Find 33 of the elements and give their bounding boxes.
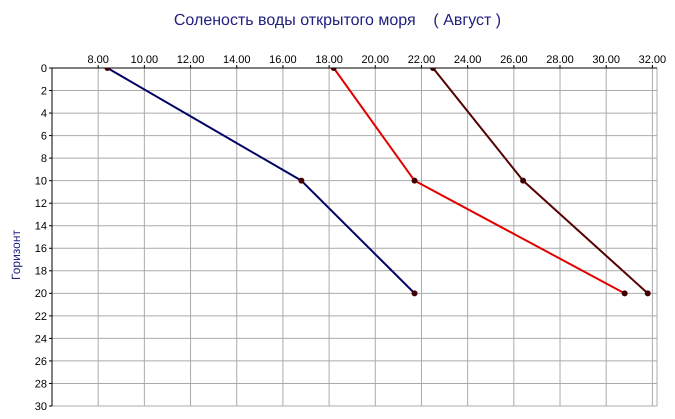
x-tick-label: 28.00 [546, 54, 574, 66]
x-tick-label: 18.00 [315, 54, 343, 66]
x-tick-label: 14.00 [222, 54, 250, 66]
x-tick-label: 10.00 [130, 54, 158, 66]
x-tick-label: 30.00 [592, 54, 620, 66]
x-tick-label: 22.00 [408, 54, 436, 66]
y-tick-label: 24 [34, 333, 47, 346]
y-tick-label: 4 [40, 108, 47, 120]
x-tick-label: 24.00 [454, 54, 482, 66]
x-tick-label: 20.00 [362, 54, 390, 66]
y-tick-label: 8 [40, 153, 47, 166]
y-tick-label: 22 [34, 310, 47, 323]
y-tick-label: 30 [34, 400, 47, 413]
y-tick-label: 10 [34, 176, 47, 188]
y-tick-label: 6 [40, 130, 47, 143]
y-tick-label: 20 [34, 288, 47, 300]
point [644, 290, 651, 296]
x-tick-label: 26.00 [500, 54, 528, 66]
x-tick-label: 32.00 [638, 54, 666, 66]
y-axis-title: Горизонт [9, 230, 23, 280]
y-tick-label: 26 [34, 356, 47, 368]
x-tick-label: 12.00 [176, 54, 204, 66]
x-tick-label: 16.00 [269, 54, 297, 66]
y-tick-label: 16 [34, 243, 47, 256]
y-tick-label: 28 [34, 378, 47, 390]
y-tick-label: 18 [34, 266, 47, 278]
x-tick-label: 8.00 [87, 54, 109, 66]
point [520, 178, 526, 184]
y-tick-label: 14 [34, 220, 47, 233]
chart-title: Соленость воды открытого моря ( Август ) [172, 12, 502, 30]
y-tick-label: 0 [40, 62, 47, 75]
y-tick-label: 12 [34, 198, 47, 210]
y-tick-label: 2 [40, 85, 47, 98]
